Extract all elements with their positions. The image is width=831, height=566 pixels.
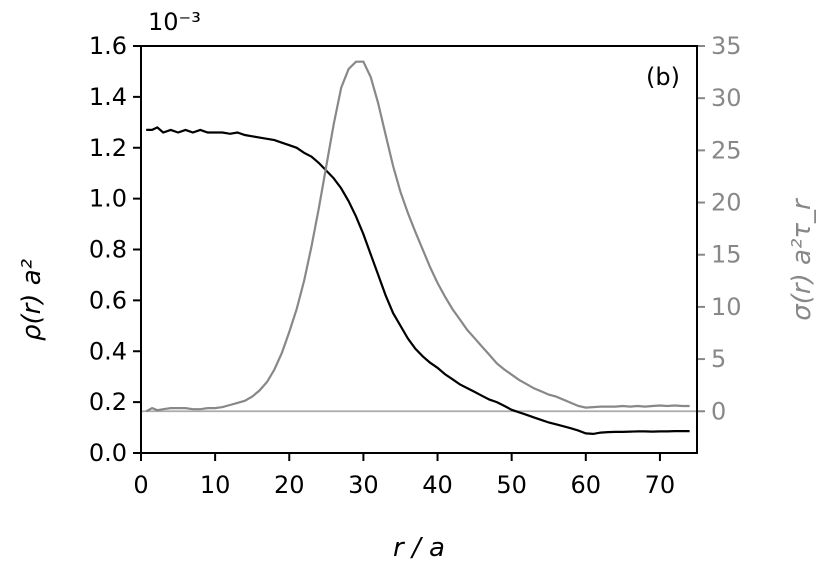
y-right-tick-label: 0 — [711, 397, 726, 425]
panel-label: (b) — [646, 63, 680, 91]
y-right-tick-label: 35 — [711, 32, 742, 60]
y-left-tick-label: 1.4 — [89, 83, 127, 111]
y-left-tick-label: 1.6 — [89, 32, 127, 60]
y-right-tick-label: 5 — [711, 345, 726, 373]
x-tick-label: 0 — [133, 471, 148, 499]
x-tick-label: 30 — [348, 471, 379, 499]
y-left-tick-label: 0.8 — [89, 236, 127, 264]
rho-line — [146, 126, 690, 436]
x-tick-label: 60 — [571, 471, 602, 499]
y-left-tick-label: 0.4 — [89, 337, 127, 365]
y-left-tick-label: 0.2 — [89, 388, 127, 416]
exponent-label: 10⁻³ — [148, 8, 201, 36]
y-right-tick-label: 25 — [711, 136, 742, 164]
sigma-line — [145, 60, 690, 413]
x-tick-label: 50 — [496, 471, 527, 499]
y-left-tick-label: 1.2 — [89, 134, 127, 162]
y-right-tick-label: 15 — [711, 241, 742, 269]
y-left-tick-label: 1.0 — [89, 185, 127, 213]
plot-frame — [140, 45, 698, 454]
x-tick-label: 70 — [645, 471, 676, 499]
x-tick-label: 40 — [422, 471, 453, 499]
x-tick-label: 10 — [200, 471, 231, 499]
y-left-tick-label: 0.0 — [89, 439, 127, 467]
y-right-tick-label: 30 — [711, 84, 742, 112]
y-right-tick-label: 10 — [711, 293, 742, 321]
y-right-tick-label: 20 — [711, 189, 742, 217]
y-axis-left-label: ρ(r) a² — [17, 259, 47, 341]
x-axis-label: r / a — [393, 533, 445, 563]
y-left-tick-label: 0.6 — [89, 286, 127, 314]
y-axis-right-label: σ(r) a²τ_r — [787, 197, 817, 321]
x-tick-label: 20 — [274, 471, 305, 499]
